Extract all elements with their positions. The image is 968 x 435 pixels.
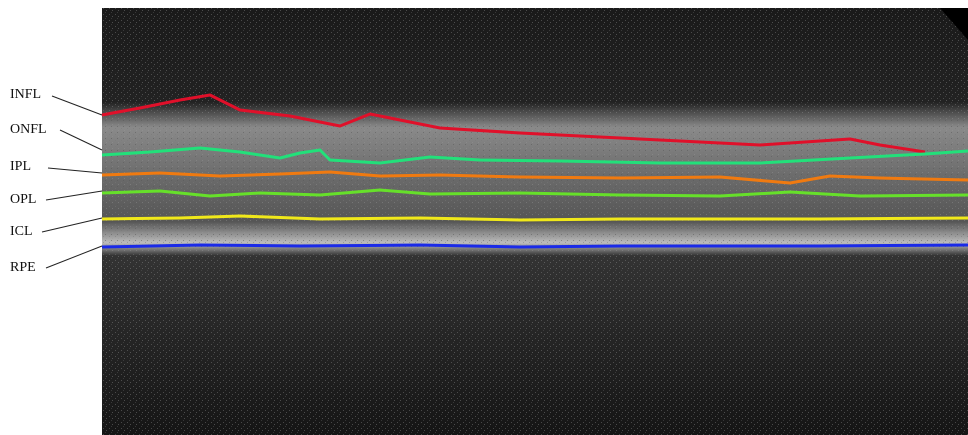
opl-boundary (101, 188, 968, 198)
layer-label: ICL (10, 224, 33, 239)
leader-line (45, 190, 103, 201)
onfl-boundary (101, 146, 968, 165)
ipl-boundary (101, 170, 968, 185)
leader-line (47, 167, 103, 174)
leader-line (51, 95, 103, 116)
leader-lines (41, 95, 103, 269)
layer-label: OPL (10, 192, 36, 207)
leader-line (41, 217, 103, 233)
rpe-boundary (101, 243, 968, 249)
layer-boundaries (101, 93, 968, 249)
scan-corner (940, 8, 968, 40)
layer-label: ONFL (10, 122, 47, 137)
layer-label: RPE (10, 260, 36, 275)
layer-label: IPL (10, 159, 31, 174)
infl-boundary (101, 93, 926, 154)
leader-line (59, 129, 103, 151)
oct-speckle (102, 8, 968, 435)
layer-label: INFL (10, 87, 41, 102)
leader-line (45, 245, 103, 269)
icl-boundary (101, 214, 968, 222)
